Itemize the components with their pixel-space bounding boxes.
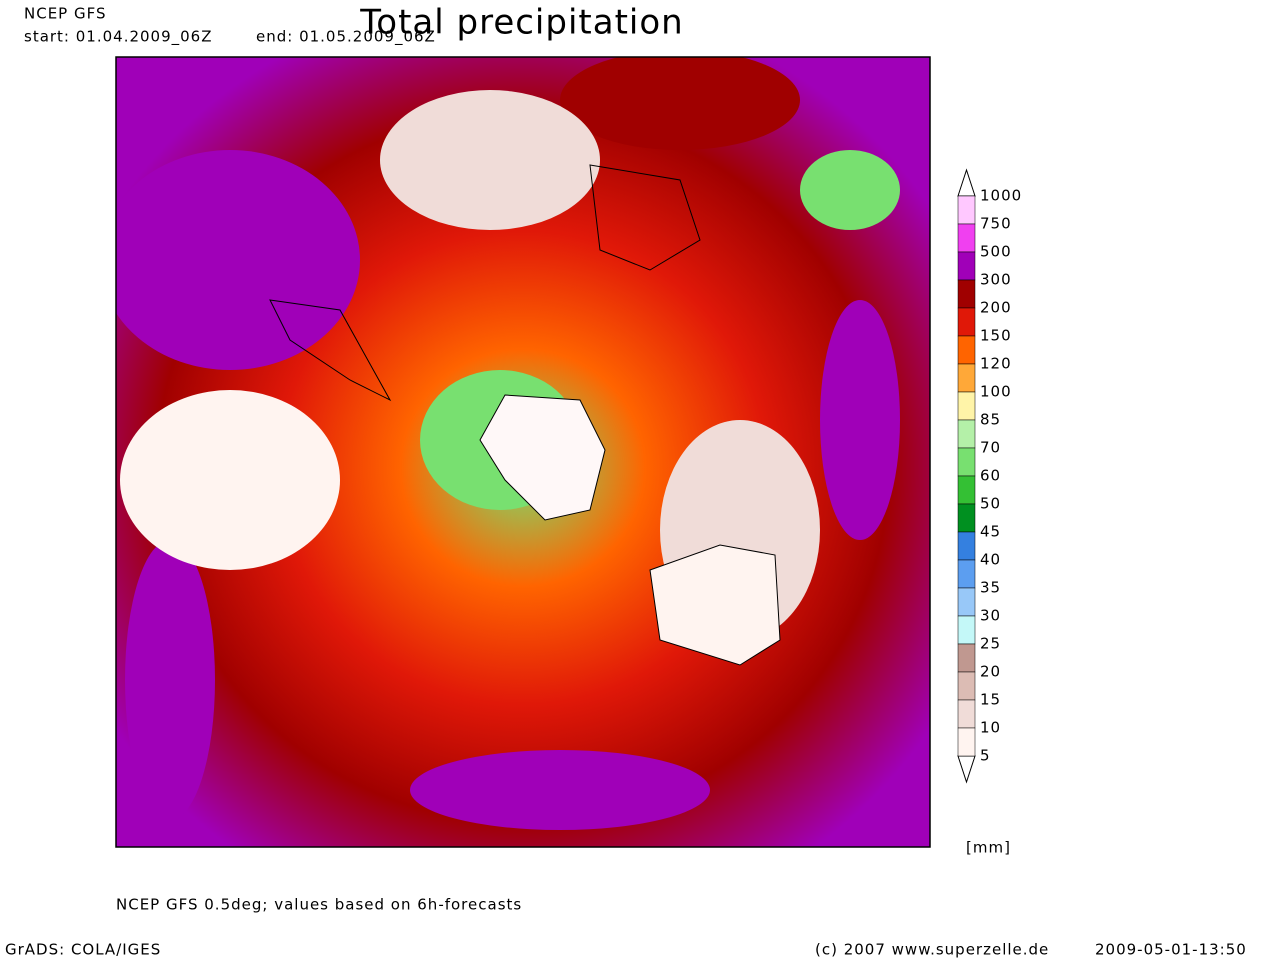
precip-area [410, 750, 710, 830]
colorbar-label: 10 [980, 719, 1001, 737]
unit-label: [mm] [966, 839, 1011, 857]
colorbar-label: 60 [980, 467, 1001, 485]
colorbar-box [957, 195, 976, 225]
map-frame [115, 56, 931, 848]
colorbar-label: 35 [980, 579, 1001, 597]
start-label: start: 01.04.2009_06Z [24, 28, 213, 47]
colorbar-box [957, 447, 976, 477]
precip-area [800, 150, 900, 230]
antarctica [479, 394, 606, 521]
colorbar-label: 500 [980, 243, 1012, 261]
colorbar-label: 20 [980, 663, 1001, 681]
colorbar-box [957, 363, 976, 393]
colorbar-label: 200 [980, 299, 1012, 317]
colorbar-label: 85 [980, 411, 1001, 429]
colorbar-label: 40 [980, 551, 1001, 569]
colorbar-label: 5 [980, 747, 991, 765]
title: Total precipitation [359, 3, 683, 43]
model-label: NCEP GFS [24, 5, 107, 23]
timestamp-label: 2009-05-01-13:50 [1095, 941, 1247, 959]
colorbar-label: 100 [980, 383, 1012, 401]
precip-area [820, 300, 900, 540]
colorbar-box [957, 307, 976, 337]
colorbar: 1000 750 500 300 200 150 120 100 85 70 60 50 45 40 35 3… [957, 168, 1022, 784]
colorbar-box [957, 475, 976, 505]
colorbar-box [957, 671, 976, 701]
colorbar-box [957, 531, 976, 561]
africa [589, 164, 701, 271]
colorbar-box [957, 559, 976, 589]
precip-area [125, 540, 215, 820]
colorbar-label: 45 [980, 523, 1001, 541]
map [116, 57, 930, 847]
colorbar-label: 120 [980, 355, 1012, 373]
colorbar-box [957, 251, 976, 281]
dry-area [120, 390, 340, 570]
colorbar-label: 15 [980, 691, 1001, 709]
colorbar-box [957, 223, 976, 253]
colorbar-box [957, 615, 976, 645]
footer-note: NCEP GFS 0.5deg; values based on 6h-fore… [116, 896, 522, 914]
colorbar-box [957, 643, 976, 673]
colorbar-box [957, 335, 976, 365]
colorbar-label: 50 [980, 495, 1001, 513]
australia [649, 544, 781, 666]
precip-area [560, 57, 800, 150]
copyright-label: (c) 2007 www.superzelle.de [815, 941, 1049, 959]
colorbar-label: 30 [980, 607, 1001, 625]
colorbar-label: 25 [980, 635, 1001, 653]
colorbar-box [957, 587, 976, 617]
end-label: end: 01.05.2009_06Z [256, 28, 436, 47]
software-label: GrADS: COLA/IGES [5, 941, 161, 959]
colorbar-arrow [957, 755, 976, 784]
south-america [269, 299, 392, 402]
colorbar-label: 150 [980, 327, 1012, 345]
colorbar-box [957, 503, 976, 533]
colorbar-box [957, 391, 976, 421]
colorbar-box [957, 699, 976, 729]
colorbar-arrow [957, 168, 976, 197]
colorbar-label: 300 [980, 271, 1012, 289]
colorbar-label: 1000 [980, 187, 1022, 205]
colorbar-box [957, 727, 976, 757]
colorbar-label: 70 [980, 439, 1001, 457]
colorbar-box [957, 419, 976, 449]
dry-area [380, 90, 600, 230]
precip-area [116, 150, 360, 370]
colorbar-box [957, 279, 976, 309]
colorbar-label: 750 [980, 215, 1012, 233]
